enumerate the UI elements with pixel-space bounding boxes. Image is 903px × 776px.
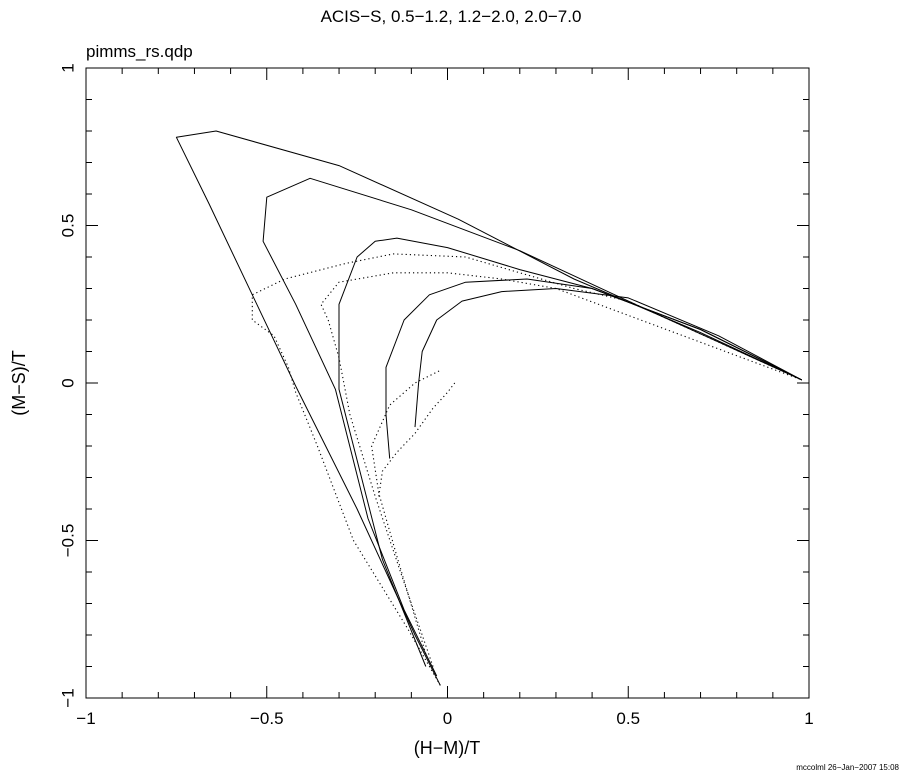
y-tick-label: 0.5 — [59, 214, 78, 238]
x-axis-label: (H−M)/T — [414, 738, 481, 758]
model-track-4 — [414, 288, 803, 428]
x-tick-label: −1 — [76, 709, 95, 728]
dotted-track-7 — [371, 369, 441, 655]
model-track-1 — [262, 177, 803, 677]
model-track-0 — [175, 130, 803, 686]
y-tick-label: 0 — [59, 378, 78, 387]
dotted-track-8 — [378, 382, 456, 497]
dotted-track-6 — [320, 272, 802, 667]
plot-frame — [85, 67, 810, 699]
y-tick-label: 1 — [59, 63, 78, 72]
series-group — [175, 130, 803, 686]
x-tick-labels: −1 −0.5 0 0.5 1 — [76, 709, 813, 728]
y-tick-label: −1 — [59, 688, 78, 707]
x-tick-label: −0.5 — [250, 709, 284, 728]
y-axis-label: (M−S)/T — [9, 350, 29, 416]
chart-title: ACIS−S, 0.5−1.2, 1.2−2.0, 2.0−7.0 — [321, 7, 582, 26]
dotted-track-5 — [251, 253, 803, 686]
x-tick-label: 0 — [443, 709, 452, 728]
x-tick-label: 0.5 — [616, 709, 640, 728]
axis-ticks — [85, 67, 810, 699]
y-tick-labels: −1 −0.5 0 0.5 1 — [59, 63, 78, 707]
model-track-3 — [385, 278, 803, 459]
x-tick-label: 1 — [804, 709, 813, 728]
y-tick-label: −0.5 — [59, 524, 78, 558]
model-track-2 — [338, 237, 803, 667]
chart-subtitle: pimms_rs.qdp — [86, 42, 193, 61]
footer-stamp: mccolml 26−Jan−2007 15:08 — [796, 763, 899, 772]
